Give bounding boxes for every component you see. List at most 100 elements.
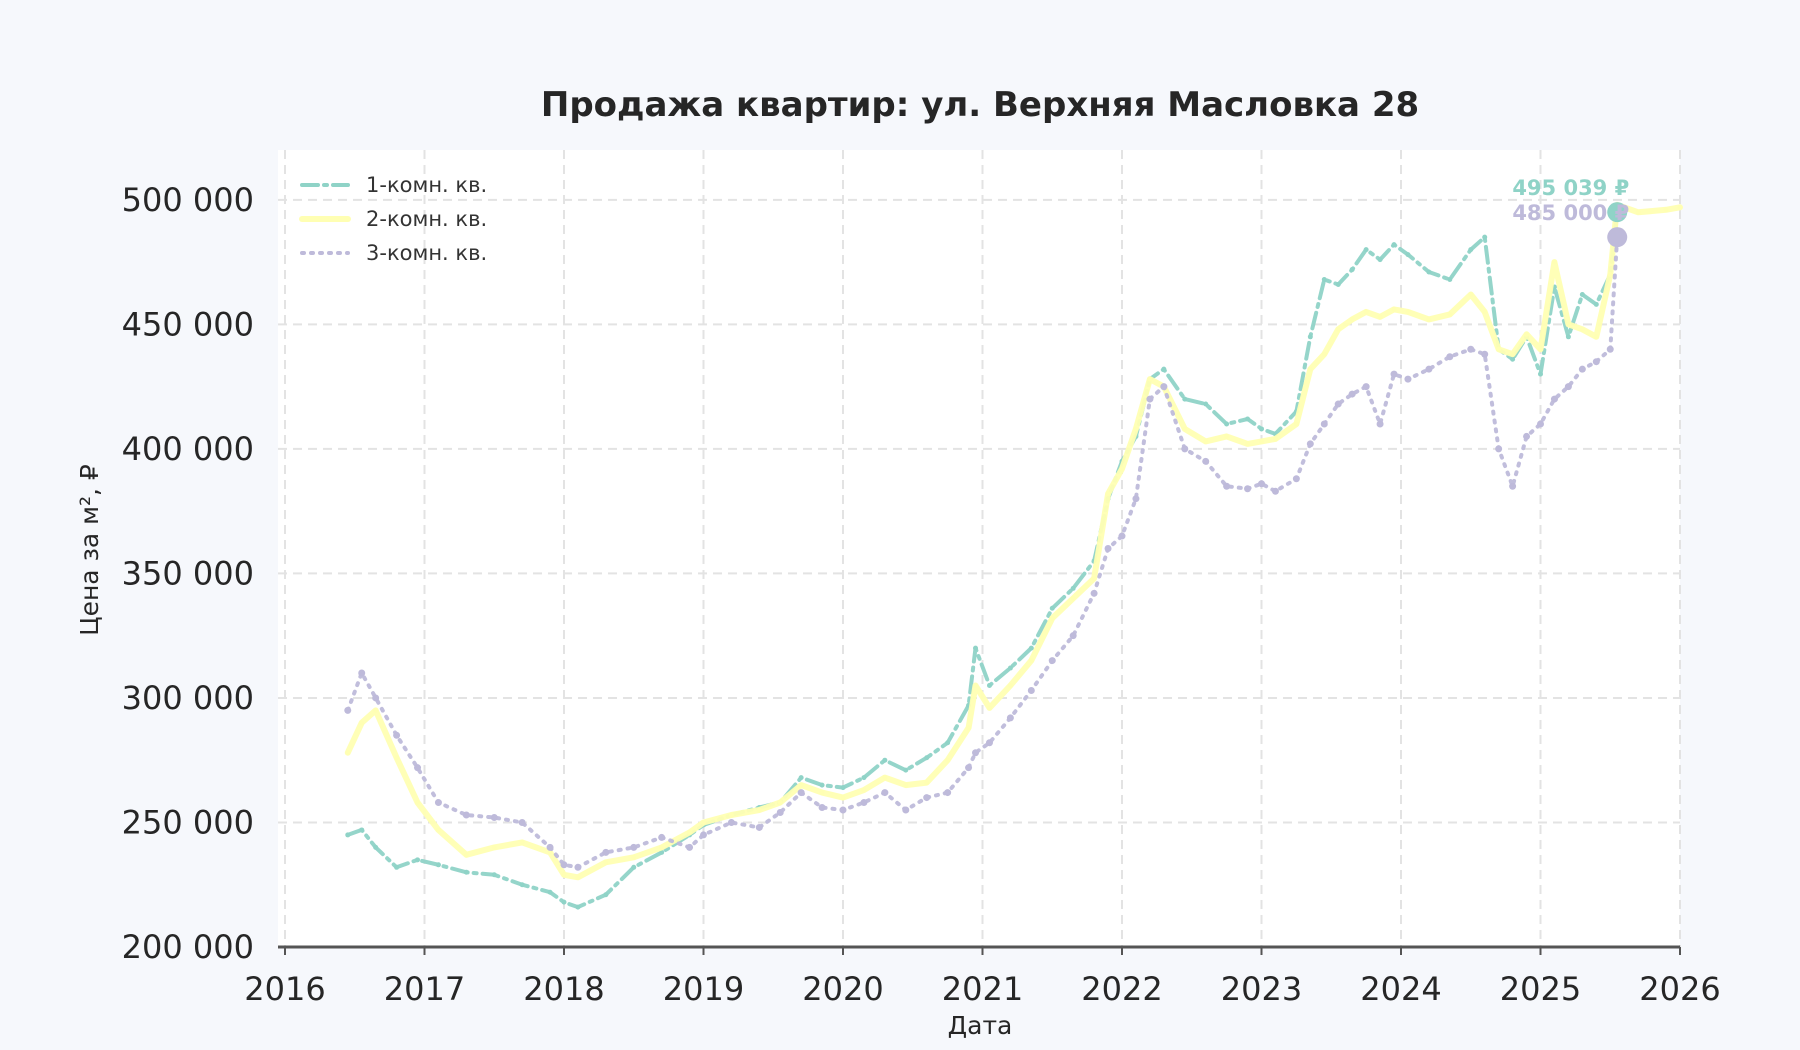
series-point <box>1271 487 1279 495</box>
series-point <box>1496 346 1502 352</box>
series-point <box>1391 242 1397 248</box>
series-point <box>415 857 421 863</box>
series-point <box>394 864 400 870</box>
legend-label: 1-комн. кв. <box>366 173 487 197</box>
series-point <box>414 764 422 772</box>
series-point <box>1391 306 1397 312</box>
series-point <box>1049 615 1055 621</box>
endpoint-marker <box>1607 227 1628 248</box>
series-point <box>819 790 825 796</box>
series-point <box>1006 714 1014 722</box>
series-point <box>1334 400 1342 408</box>
series-point <box>630 843 638 851</box>
legend-label: 3-комн. кв. <box>366 241 487 265</box>
series-point <box>1362 383 1370 391</box>
series-point <box>1377 257 1383 263</box>
series-point <box>1244 485 1252 493</box>
series-point <box>881 789 889 797</box>
x-tick-label: 2019 <box>663 970 744 1008</box>
series-point <box>358 669 366 677</box>
series-point <box>1007 665 1013 671</box>
series-point <box>393 731 401 739</box>
y-tick-label: 250 000 <box>122 803 254 841</box>
series-point <box>1579 326 1585 332</box>
series-point <box>924 755 930 761</box>
series-point <box>1259 438 1264 444</box>
series-point <box>1146 395 1154 403</box>
series-point <box>1293 421 1299 427</box>
series-point <box>1321 351 1327 357</box>
series-point <box>1320 420 1328 428</box>
series-point <box>1202 457 1210 465</box>
series-point <box>1495 445 1503 453</box>
series-point <box>1467 345 1475 353</box>
series-point <box>546 843 554 851</box>
x-tick-label: 2025 <box>1500 970 1581 1008</box>
series-point <box>1481 350 1489 358</box>
series-point <box>945 740 951 746</box>
series-point <box>603 859 609 865</box>
series-point <box>1578 365 1586 373</box>
series-point <box>944 789 952 797</box>
series-point <box>1349 267 1355 273</box>
series-point <box>1537 420 1544 428</box>
series-point <box>463 869 469 875</box>
series-point <box>491 872 497 878</box>
endpoint-layer: 495 039 ₽485 000 ₽ <box>1512 176 1629 248</box>
y-tick-label: 300 000 <box>122 679 254 717</box>
series-point <box>1292 475 1300 483</box>
series-point <box>1049 605 1055 611</box>
series-point <box>965 764 973 772</box>
endpoint-label: 485 000 ₽ <box>1512 201 1629 225</box>
series-point <box>373 707 379 713</box>
series-point <box>1118 532 1126 540</box>
series-point <box>1447 277 1453 283</box>
series-point <box>903 767 909 773</box>
series-point <box>861 775 867 781</box>
series-point <box>1203 438 1209 444</box>
series-point <box>1404 375 1412 383</box>
series-point <box>776 809 784 817</box>
series-point <box>923 794 931 802</box>
series-point <box>1321 277 1327 283</box>
series-point <box>415 800 421 806</box>
x-tick-label: 2026 <box>1639 970 1720 1008</box>
series-point <box>1482 234 1488 240</box>
series-point <box>1425 365 1433 373</box>
series-point <box>519 882 525 888</box>
series-point <box>359 720 365 726</box>
series-point <box>1147 376 1153 382</box>
series-point <box>1028 645 1034 651</box>
x-tick-label: 2021 <box>942 970 1023 1008</box>
series-point <box>819 782 825 788</box>
legend: 1-комн. кв. 2-комн. кв. 3-комн. кв. <box>299 173 487 265</box>
series-point <box>1182 426 1188 432</box>
series-point <box>701 819 706 825</box>
series-point <box>1224 421 1230 427</box>
series-point <box>435 827 441 833</box>
endpoint-label: 495 039 ₽ <box>1512 176 1629 200</box>
series-line <box>345 235 1620 870</box>
series-point <box>1349 316 1355 322</box>
series-point <box>1132 495 1140 503</box>
series-point <box>373 844 379 850</box>
series-point <box>631 864 637 870</box>
series-point <box>1482 309 1488 315</box>
x-tick-label: 2016 <box>244 970 325 1008</box>
series-point <box>1070 595 1076 601</box>
series-point <box>659 844 665 850</box>
endpoint-marker <box>1607 202 1628 223</box>
series-point <box>797 789 805 797</box>
series-point <box>575 874 581 880</box>
series-point <box>1579 291 1585 297</box>
series-point <box>463 852 469 858</box>
series-point <box>755 823 763 831</box>
x-axis-label: Дата <box>948 1011 1013 1040</box>
series-point <box>659 849 665 855</box>
plot-background <box>278 150 1680 947</box>
series-point <box>1538 346 1543 352</box>
series-point <box>986 682 992 688</box>
series-point <box>1523 432 1531 440</box>
series-point <box>1376 420 1384 428</box>
series-point <box>490 813 498 821</box>
